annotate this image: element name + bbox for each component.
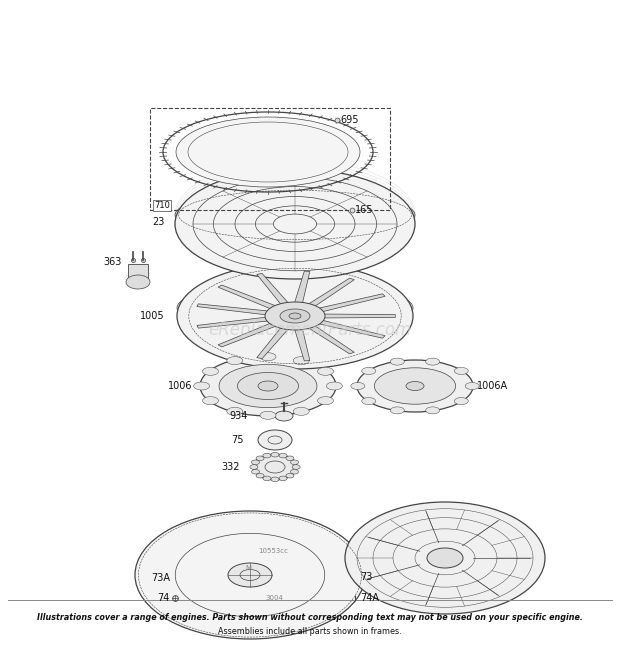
Text: 1006: 1006	[167, 381, 192, 391]
Text: 10553cc: 10553cc	[258, 548, 288, 554]
Ellipse shape	[263, 476, 271, 480]
Ellipse shape	[200, 356, 336, 416]
Ellipse shape	[258, 381, 278, 391]
Text: 73: 73	[360, 572, 373, 582]
Ellipse shape	[275, 411, 293, 421]
Polygon shape	[294, 327, 310, 361]
Ellipse shape	[357, 360, 473, 412]
Polygon shape	[257, 274, 290, 306]
Text: 23: 23	[153, 217, 165, 227]
Ellipse shape	[250, 465, 258, 469]
Ellipse shape	[427, 548, 463, 568]
Ellipse shape	[271, 452, 279, 457]
Ellipse shape	[175, 190, 415, 240]
Ellipse shape	[203, 368, 218, 376]
Text: 75: 75	[231, 435, 244, 445]
Ellipse shape	[237, 372, 299, 399]
Ellipse shape	[454, 368, 468, 374]
Polygon shape	[197, 317, 271, 328]
Ellipse shape	[326, 382, 342, 390]
Text: 695: 695	[340, 115, 358, 125]
Ellipse shape	[176, 117, 360, 187]
Ellipse shape	[361, 398, 376, 405]
Ellipse shape	[271, 477, 279, 482]
Ellipse shape	[291, 470, 298, 474]
Text: Illustrations cover a range of engines. Parts shown without corresponding text m: Illustrations cover a range of engines. …	[37, 612, 583, 622]
Polygon shape	[316, 320, 385, 338]
Ellipse shape	[279, 476, 287, 480]
Ellipse shape	[175, 169, 415, 279]
Ellipse shape	[256, 456, 264, 460]
Polygon shape	[294, 271, 310, 304]
Text: eReplacementParts.com: eReplacementParts.com	[208, 321, 412, 339]
Ellipse shape	[263, 454, 271, 458]
Bar	[128, 264, 148, 278]
Text: 74: 74	[157, 593, 170, 603]
Text: 74A: 74A	[360, 593, 379, 603]
Polygon shape	[197, 304, 271, 315]
Polygon shape	[218, 285, 278, 310]
Ellipse shape	[293, 357, 309, 365]
Text: Assemblies include all parts shown in frames.: Assemblies include all parts shown in fr…	[218, 628, 402, 636]
Text: M: M	[245, 565, 251, 571]
Ellipse shape	[351, 382, 365, 390]
Ellipse shape	[361, 368, 376, 374]
Ellipse shape	[177, 263, 413, 369]
Ellipse shape	[265, 302, 325, 330]
Polygon shape	[257, 326, 290, 359]
Text: 1005: 1005	[140, 311, 165, 321]
Ellipse shape	[256, 473, 264, 478]
Ellipse shape	[135, 511, 365, 639]
Polygon shape	[218, 323, 278, 347]
Ellipse shape	[228, 563, 272, 587]
Ellipse shape	[227, 407, 243, 415]
Ellipse shape	[177, 282, 413, 335]
Polygon shape	[306, 325, 354, 354]
Ellipse shape	[391, 358, 404, 365]
Text: 3004: 3004	[265, 595, 283, 601]
Ellipse shape	[260, 411, 276, 419]
Text: 934: 934	[229, 411, 248, 421]
Ellipse shape	[426, 407, 440, 414]
Text: 73A: 73A	[151, 573, 170, 583]
Ellipse shape	[286, 456, 294, 460]
Ellipse shape	[252, 460, 260, 464]
Text: 165: 165	[355, 205, 373, 215]
Ellipse shape	[391, 407, 404, 414]
Text: 710: 710	[154, 201, 170, 210]
Ellipse shape	[260, 353, 276, 361]
Ellipse shape	[227, 357, 243, 365]
Ellipse shape	[317, 396, 334, 405]
Ellipse shape	[406, 382, 424, 390]
Ellipse shape	[126, 275, 150, 289]
Ellipse shape	[454, 398, 468, 405]
Ellipse shape	[426, 358, 440, 365]
Ellipse shape	[345, 502, 545, 614]
Ellipse shape	[317, 368, 334, 376]
Ellipse shape	[203, 396, 218, 405]
Ellipse shape	[289, 313, 301, 319]
Bar	[150, 108, 390, 210]
Ellipse shape	[292, 465, 300, 469]
Polygon shape	[306, 278, 354, 308]
Ellipse shape	[280, 309, 310, 323]
Ellipse shape	[286, 473, 294, 478]
Ellipse shape	[253, 454, 297, 480]
Ellipse shape	[465, 382, 479, 390]
Polygon shape	[321, 314, 396, 318]
Ellipse shape	[374, 368, 456, 404]
Text: 332: 332	[221, 462, 240, 472]
Ellipse shape	[279, 454, 287, 458]
Ellipse shape	[219, 364, 317, 408]
Text: 363: 363	[104, 257, 122, 267]
Ellipse shape	[252, 470, 260, 474]
Ellipse shape	[193, 382, 210, 390]
Ellipse shape	[291, 460, 298, 464]
Ellipse shape	[258, 430, 292, 450]
Text: 1006A: 1006A	[477, 381, 508, 391]
Ellipse shape	[293, 407, 309, 415]
Polygon shape	[316, 294, 385, 312]
